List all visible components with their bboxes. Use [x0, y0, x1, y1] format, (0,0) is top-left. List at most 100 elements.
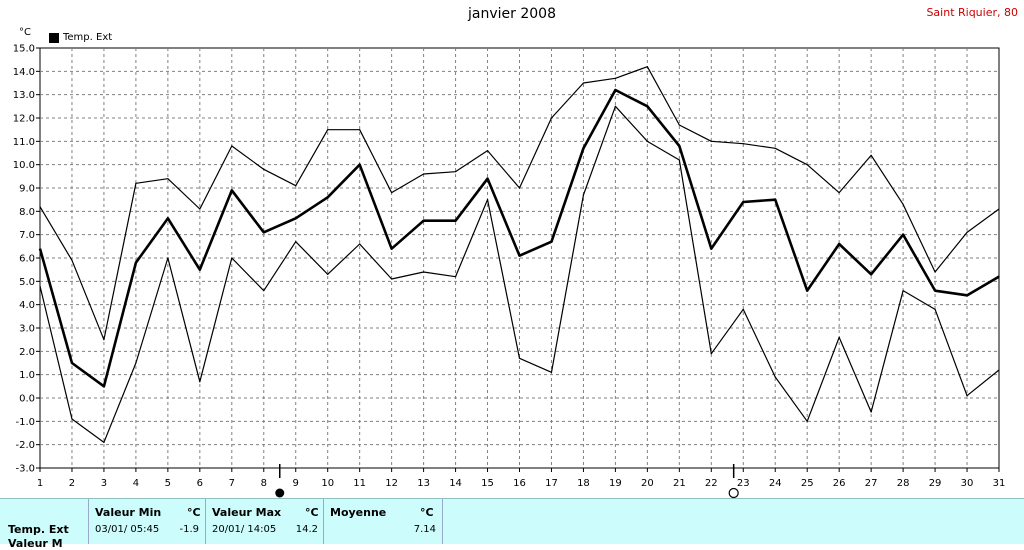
x-tick-label: 12	[385, 478, 398, 489]
stats-row-label: Temp. Ext	[8, 523, 69, 536]
data-point-max	[231, 145, 233, 147]
x-tick-label: 20	[641, 478, 654, 489]
x-tick-label: 5	[165, 478, 171, 489]
data-point-max	[199, 208, 201, 210]
data-point-max	[710, 140, 712, 142]
stats-row-label-2: Valeur M	[8, 537, 63, 550]
stat-avg-header: Moyenne	[330, 506, 387, 519]
y-tick-label: 1.0	[19, 370, 35, 381]
y-tick-label: 7.0	[19, 230, 35, 241]
stat-min-value: -1.9	[179, 524, 199, 535]
data-point-max	[71, 259, 73, 261]
data-point-max	[486, 150, 489, 152]
data-point-min	[199, 381, 201, 383]
y-tick-label: 4.0	[19, 300, 35, 311]
data-point-mean	[966, 294, 968, 296]
data-point-min	[742, 308, 744, 310]
stat-max-header: Valeur Max	[212, 506, 282, 519]
x-tick-label: 14	[449, 478, 462, 489]
data-point-max	[39, 206, 41, 208]
station-name: Saint Riquier, 80	[926, 6, 1018, 19]
data-point-min	[295, 241, 297, 243]
new-moon-icon	[728, 487, 739, 498]
y-tick-label: 9.0	[19, 184, 35, 195]
stat-max-unit: °C	[305, 506, 319, 519]
data-point-max	[359, 129, 361, 131]
data-point-max	[966, 231, 968, 233]
data-point-mean	[391, 248, 393, 250]
data-point-mean	[806, 290, 808, 292]
data-point-mean	[327, 196, 329, 198]
data-point-max	[550, 117, 553, 119]
data-point-min	[678, 159, 680, 161]
data-point-mean	[582, 147, 585, 149]
chart-legend: Temp. Ext	[49, 32, 112, 43]
data-point-min	[774, 376, 776, 378]
data-point-mean	[231, 189, 233, 191]
x-tick-label: 24	[769, 478, 782, 489]
data-point-min	[998, 369, 1000, 371]
x-tick-label: 21	[673, 478, 686, 489]
data-point-max	[454, 171, 457, 173]
x-tick-label: 31	[993, 478, 1006, 489]
data-point-min	[135, 362, 137, 364]
x-tick-label: 15	[481, 478, 494, 489]
stat-min-header: Valeur Min	[95, 506, 162, 519]
x-tick-label: 27	[865, 478, 878, 489]
stat-avg-value: 7.14	[413, 524, 436, 535]
data-point-max	[838, 192, 840, 194]
data-point-max	[327, 129, 329, 131]
y-tick-label: 3.0	[19, 324, 35, 335]
data-point-max	[646, 66, 648, 68]
data-point-mean	[263, 231, 265, 233]
data-point-mean	[454, 220, 457, 222]
data-point-max	[391, 192, 393, 194]
legend-swatch	[49, 32, 59, 43]
data-point-min	[902, 290, 904, 292]
x-tick-label: 26	[833, 478, 846, 489]
data-point-min	[231, 257, 233, 259]
x-tick-label: 8	[261, 478, 267, 489]
data-point-mean	[518, 255, 521, 257]
data-point-max	[103, 339, 105, 341]
y-tick-label: 14.0	[13, 67, 35, 78]
data-point-mean	[934, 290, 936, 292]
stats-panel: Temp. Ext Valeur M Valeur Min °C 03/01/ …	[0, 498, 1024, 550]
stat-avg: Moyenne °C 7.14	[323, 499, 443, 544]
x-tick-label: 16	[513, 478, 526, 489]
data-point-max	[806, 164, 808, 166]
data-point-min	[263, 290, 265, 292]
x-tick-label: 19	[609, 478, 622, 489]
temperature-chart: -3.0 -2.0 -1.0 0.0 1.0 2.0 3.0 4.0 5.0 6.0 7.0 8.0 9…	[13, 44, 1006, 498]
data-point-max	[742, 143, 744, 145]
x-tick-label: 3	[101, 478, 107, 489]
y-tick-label: 8.0	[19, 207, 35, 218]
data-point-min	[327, 273, 329, 275]
stat-min-unit: °C	[187, 506, 201, 519]
data-point-min	[423, 271, 425, 273]
data-point-mean	[199, 269, 201, 271]
data-point-min	[806, 420, 808, 422]
data-point-min	[646, 140, 648, 142]
data-point-mean	[838, 243, 840, 245]
data-point-max	[295, 185, 297, 187]
data-point-min	[966, 395, 968, 397]
data-point-mean	[167, 217, 169, 219]
data-point-min	[582, 194, 585, 196]
data-point-max	[263, 168, 265, 170]
data-point-min	[103, 441, 105, 443]
y-tick-label: 15.0	[13, 44, 35, 55]
data-point-mean	[998, 276, 1000, 278]
data-point-mean	[678, 145, 680, 147]
data-point-min	[359, 243, 361, 245]
data-point-mean	[614, 89, 617, 91]
y-tick-label: 0.0	[19, 394, 35, 405]
x-tick-label: 13	[417, 478, 430, 489]
data-point-max	[423, 173, 425, 175]
data-point-min	[391, 278, 393, 280]
x-tick-label: 28	[897, 478, 910, 489]
x-tick-label: 9	[293, 478, 299, 489]
data-point-mean	[870, 273, 872, 275]
x-tick-label: 2	[69, 478, 75, 489]
y-tick-label: -3.0	[15, 464, 35, 475]
